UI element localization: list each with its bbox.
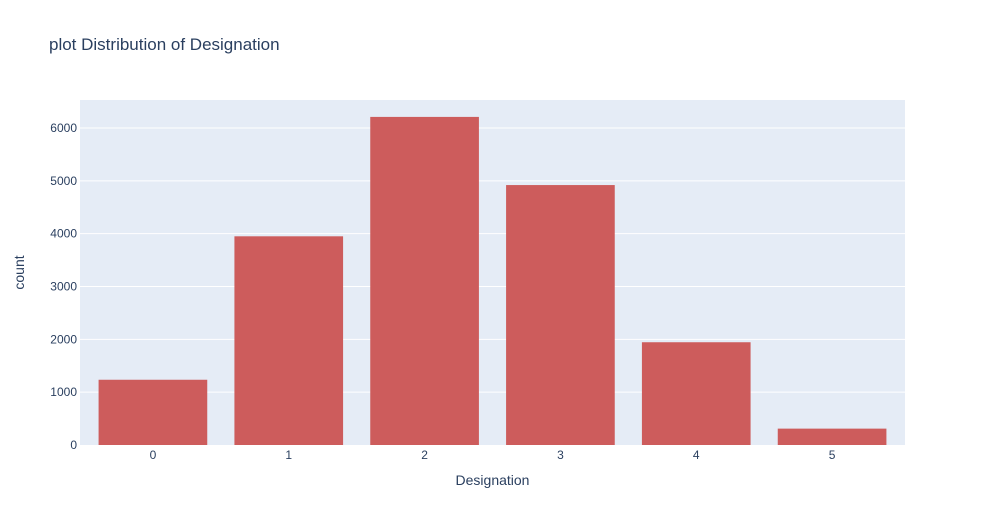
plot-area: [80, 100, 905, 445]
y-tick-label: 5000: [50, 174, 77, 188]
chart-title: plot Distribution of Designation: [49, 35, 280, 54]
x-tick-labels: 0 1 2 3 4 5: [150, 448, 836, 462]
y-tick-label: 2000: [50, 332, 77, 346]
y-tick-label: 0: [70, 438, 77, 452]
bar-5[interactable]: [777, 428, 887, 445]
bar-4[interactable]: [641, 342, 751, 445]
bar-3[interactable]: [506, 185, 615, 445]
y-tick-label: 4000: [50, 227, 77, 241]
bar-1[interactable]: [234, 236, 344, 445]
x-tick-label: 5: [829, 448, 836, 462]
x-tick-label: 1: [285, 448, 292, 462]
gridlines: [80, 127, 905, 393]
y-tick-label: 1000: [50, 385, 77, 399]
bar-2[interactable]: [370, 116, 479, 445]
y-tick-labels: 0 1000 2000 3000 4000 5000 6000: [50, 121, 77, 452]
bar-0[interactable]: [98, 379, 208, 445]
y-axis-title: count: [11, 255, 27, 289]
x-tick-label: 0: [150, 448, 157, 462]
y-tick-label: 6000: [50, 121, 77, 135]
x-axis-title: Designation: [456, 472, 530, 488]
y-tick-label: 3000: [50, 280, 77, 294]
x-tick-label: 3: [557, 448, 564, 462]
x-tick-label: 4: [693, 448, 700, 462]
x-tick-label: 2: [421, 448, 428, 462]
bars: [98, 116, 887, 445]
